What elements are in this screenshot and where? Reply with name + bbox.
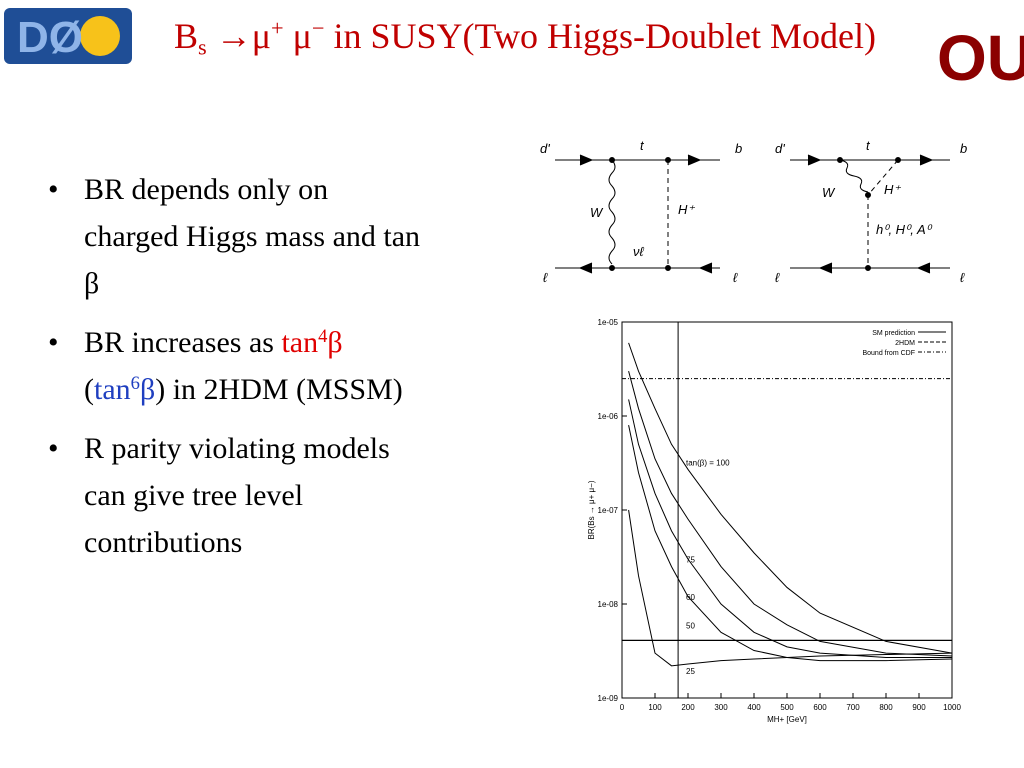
bullet-text: ) in 2HDM (MSSM) bbox=[155, 373, 403, 406]
y-axis-label: BR(Bs → μ+ μ−) bbox=[587, 480, 596, 539]
diagram-label: d' bbox=[775, 141, 785, 156]
title-part: μ bbox=[283, 16, 312, 56]
curve-label: 75 bbox=[686, 556, 695, 565]
diagram-label: h⁰, H⁰, A⁰ bbox=[876, 222, 933, 237]
x-tick-label: 400 bbox=[747, 703, 761, 712]
diagram-labels: d' t b W H⁺ νℓ ℓ ℓ d' t b W H⁺ h⁰, H⁰, A⁰ ℓ ℓ bbox=[540, 138, 967, 285]
x-tick-label: 600 bbox=[813, 703, 827, 712]
bullet-text: tan bbox=[281, 326, 319, 359]
y-tick-label: 1e-06 bbox=[598, 412, 619, 421]
diagram-label: ℓ bbox=[543, 270, 548, 285]
title-part: − bbox=[311, 15, 325, 41]
diagram-label: W bbox=[822, 185, 836, 200]
diagram-label: d' bbox=[540, 141, 550, 156]
diagram-label: ℓ bbox=[733, 270, 738, 285]
bullet: BR depends only on charged Higgs mass an… bbox=[48, 166, 428, 307]
legend-label: 2HDM bbox=[895, 340, 915, 347]
logo-text: DØ bbox=[17, 13, 83, 62]
bullet-text: BR depends only on charged Higgs mass an… bbox=[84, 173, 421, 300]
slide-title: Bs →μ+ μ− in SUSY(Two Higgs-Doublet Mode… bbox=[140, 14, 910, 58]
title-part: B bbox=[174, 16, 199, 56]
title-part: in SUSY(Two Higgs-Doublet Model) bbox=[324, 16, 876, 56]
diagram-label: t bbox=[866, 138, 871, 153]
title-part: + bbox=[271, 15, 284, 41]
title-part: s bbox=[198, 34, 207, 60]
x-tick-label: 0 bbox=[620, 703, 625, 712]
legend-label: Bound from CDF bbox=[862, 350, 915, 357]
curve-label: tan(β) = 100 bbox=[686, 458, 730, 467]
bullet-text: tan bbox=[94, 373, 131, 406]
diagram-label: b bbox=[960, 141, 967, 156]
bullet-text: β bbox=[139, 373, 156, 406]
logo-right: OU bbox=[937, 22, 1024, 94]
curve-label: 50 bbox=[686, 621, 695, 630]
y-tick-label: 1e-08 bbox=[598, 600, 619, 609]
legend-label: SM prediction bbox=[872, 330, 915, 337]
plot: 1e-05 1e-06 1e-07 1e-08 1e-090 100 200 300 400 50… bbox=[587, 318, 961, 724]
y-tick-label: 1e-09 bbox=[598, 694, 619, 703]
bullet: BR increases as tan4β (tan6β) in 2HDM (M… bbox=[48, 319, 428, 413]
bullet-text: β bbox=[327, 326, 343, 359]
x-tick-label: 100 bbox=[648, 703, 662, 712]
diagram-label: b bbox=[735, 141, 742, 156]
x-tick-label: 500 bbox=[780, 703, 794, 712]
bullet-text: 6 bbox=[130, 372, 140, 394]
diagram-label: νℓ bbox=[633, 244, 645, 259]
x-tick-label: 300 bbox=[714, 703, 728, 712]
x-tick-label: 200 bbox=[681, 703, 695, 712]
curve bbox=[628, 509, 953, 667]
feynman-diagram bbox=[555, 154, 950, 274]
curve-label: 25 bbox=[686, 667, 695, 676]
bullet-text: R parity violating models can give tree … bbox=[84, 432, 390, 559]
diagram-label: H⁺ bbox=[884, 182, 901, 197]
bullet: R parity violating models can give tree … bbox=[48, 425, 428, 566]
title-part: →μ bbox=[206, 16, 272, 56]
x-tick-label: 900 bbox=[912, 703, 926, 712]
y-tick-label: 1e-07 bbox=[598, 506, 619, 515]
diagram-label: t bbox=[640, 138, 645, 153]
bullet-list: BR depends only on charged Higgs mass an… bbox=[48, 166, 428, 578]
bullet-text: ( bbox=[84, 373, 94, 406]
y-tick-label: 1e-05 bbox=[598, 318, 619, 327]
x-axis-label: MH+ [GeV] bbox=[767, 715, 807, 724]
logo-text: OU bbox=[937, 22, 1024, 94]
curve bbox=[628, 342, 953, 654]
diagram-label: ℓ bbox=[775, 270, 780, 285]
bullet-text: 4 bbox=[318, 325, 328, 347]
diagram-label: H⁺ bbox=[678, 202, 695, 217]
diagram-label: W bbox=[590, 205, 604, 220]
curve bbox=[628, 425, 953, 662]
curve-label: 60 bbox=[686, 593, 695, 602]
curve bbox=[628, 399, 952, 658]
x-tick-label: 1000 bbox=[943, 703, 961, 712]
diagram-label: ℓ bbox=[960, 270, 965, 285]
logo-left: DØ bbox=[4, 8, 132, 64]
curve bbox=[628, 371, 953, 657]
x-tick-label: 700 bbox=[846, 703, 860, 712]
x-tick-label: 800 bbox=[879, 703, 893, 712]
bullet-text: BR increases as bbox=[84, 326, 282, 359]
